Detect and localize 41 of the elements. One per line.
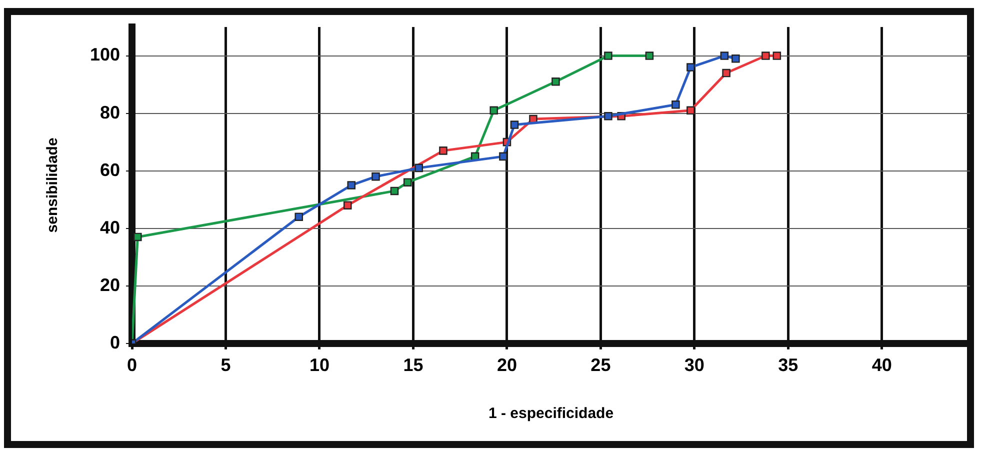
- point: [686, 106, 695, 115]
- point: [134, 232, 142, 242]
- x-tick-label: 35: [778, 355, 798, 376]
- x-tick-label: 5: [220, 355, 231, 376]
- point: [414, 164, 423, 172]
- y-tick-label: 60: [100, 160, 120, 180]
- y-tick-label: 20: [100, 274, 120, 295]
- point: [510, 120, 519, 129]
- point: [732, 54, 740, 63]
- point: [672, 100, 680, 109]
- point: [762, 52, 770, 60]
- point: [372, 172, 380, 181]
- point: [720, 52, 729, 60]
- point: [490, 106, 498, 115]
- x-tick-label: 25: [590, 355, 611, 376]
- point: [604, 52, 612, 60]
- y-tick-label: 80: [100, 102, 120, 122]
- y-tick-label: 0: [110, 332, 120, 352]
- x-tick-label: 30: [684, 355, 704, 376]
- point: [722, 68, 730, 78]
- point: [343, 201, 352, 210]
- point: [390, 186, 399, 196]
- x-tick-label: 40: [872, 355, 892, 376]
- point: [347, 181, 356, 190]
- point: [439, 146, 448, 155]
- point: [645, 52, 654, 60]
- x-tick-label: 15: [403, 355, 424, 376]
- y-axis-title: sensibilidade: [44, 138, 62, 233]
- y-tick-label: 100: [90, 44, 120, 65]
- y-tick-label: 40: [100, 217, 120, 238]
- x-tick-label: 0: [127, 355, 138, 376]
- point: [403, 178, 412, 186]
- x-axis-title: 1 - especificidade: [488, 405, 614, 422]
- x-tick-label: 10: [309, 355, 330, 376]
- point: [686, 63, 695, 72]
- point: [294, 212, 304, 221]
- point: [499, 152, 508, 161]
- point: [772, 52, 782, 60]
- x-tick-label: 20: [496, 355, 517, 376]
- point: [552, 78, 560, 86]
- point: [604, 112, 612, 120]
